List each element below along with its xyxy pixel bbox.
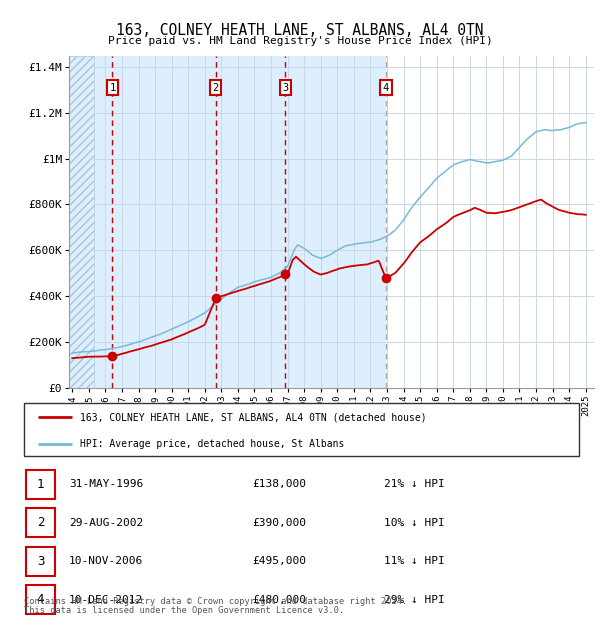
Text: Contains HM Land Registry data © Crown copyright and database right 2024.: Contains HM Land Registry data © Crown c… [24,597,407,606]
Text: 3: 3 [37,555,44,567]
Text: Price paid vs. HM Land Registry's House Price Index (HPI): Price paid vs. HM Land Registry's House … [107,36,493,46]
Text: 3: 3 [282,83,289,93]
Text: 29-AUG-2002: 29-AUG-2002 [69,518,143,528]
Text: £495,000: £495,000 [252,556,306,566]
Text: 2: 2 [212,83,219,93]
Text: £480,000: £480,000 [252,595,306,604]
Text: 1: 1 [37,478,44,490]
FancyBboxPatch shape [26,547,55,575]
Text: 10-DEC-2012: 10-DEC-2012 [69,595,143,604]
Bar [69,56,112,388]
Text: 31-MAY-1996: 31-MAY-1996 [69,479,143,489]
Text: 1: 1 [109,83,116,93]
Bar [112,56,216,388]
Bar [386,56,594,388]
Text: 4: 4 [37,593,44,606]
Text: 10% ↓ HPI: 10% ↓ HPI [384,518,445,528]
Bar [285,56,386,388]
FancyBboxPatch shape [26,585,55,614]
Bar [69,56,94,388]
Text: HPI: Average price, detached house, St Albans: HPI: Average price, detached house, St A… [80,438,344,449]
Text: 21% ↓ HPI: 21% ↓ HPI [384,479,445,489]
Text: 2: 2 [37,516,44,529]
Text: 11% ↓ HPI: 11% ↓ HPI [384,556,445,566]
Bar [216,56,285,388]
Text: 29% ↓ HPI: 29% ↓ HPI [384,595,445,604]
Text: 10-NOV-2006: 10-NOV-2006 [69,556,143,566]
FancyBboxPatch shape [24,403,580,456]
Text: £138,000: £138,000 [252,479,306,489]
Text: £390,000: £390,000 [252,518,306,528]
Text: 4: 4 [383,83,389,93]
FancyBboxPatch shape [26,470,55,498]
Text: 163, COLNEY HEATH LANE, ST ALBANS, AL4 0TN (detached house): 163, COLNEY HEATH LANE, ST ALBANS, AL4 0… [80,412,427,422]
Text: 163, COLNEY HEATH LANE, ST ALBANS, AL4 0TN: 163, COLNEY HEATH LANE, ST ALBANS, AL4 0… [116,23,484,38]
FancyBboxPatch shape [26,508,55,537]
Text: This data is licensed under the Open Government Licence v3.0.: This data is licensed under the Open Gov… [24,606,344,615]
